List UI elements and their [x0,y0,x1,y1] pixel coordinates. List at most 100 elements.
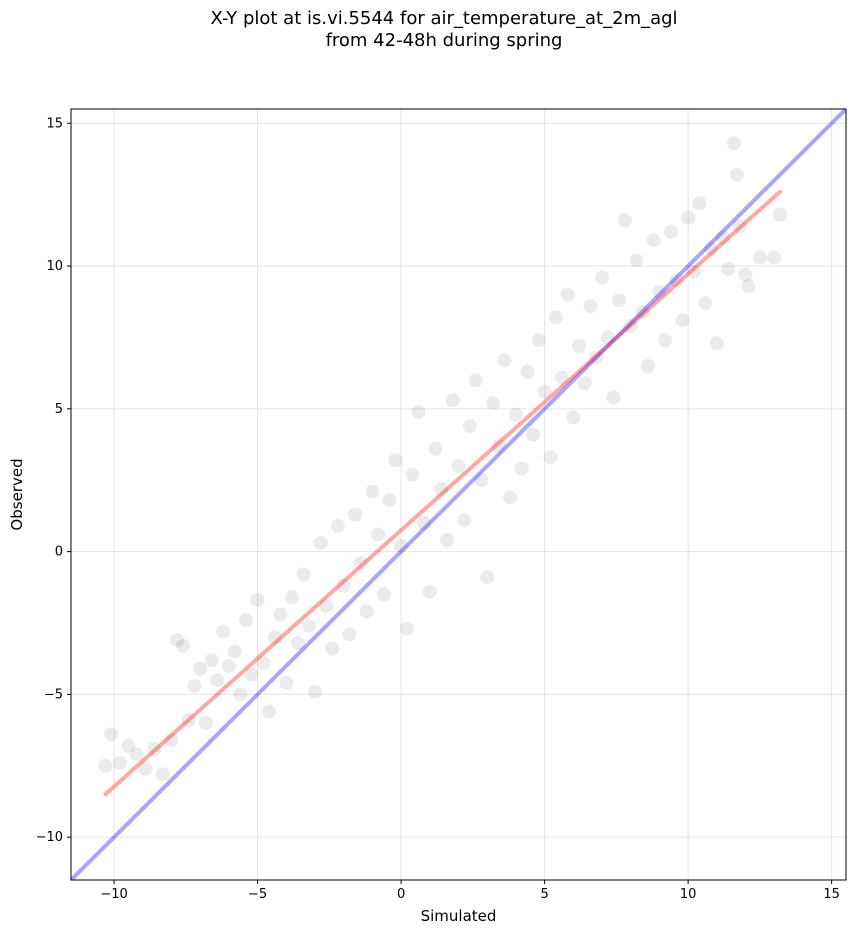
data-point [658,333,673,348]
data-point [589,350,604,365]
data-point [138,761,153,776]
data-point [440,533,455,548]
data-point [729,167,744,182]
data-point [342,627,357,642]
data-point [508,407,523,422]
data-point [572,339,587,354]
x-tick-label: 15 [823,887,840,902]
data-point [233,687,248,702]
data-point [752,250,767,265]
y-tick-label: 0 [55,545,63,560]
data-point [474,473,489,488]
data-point [623,319,638,334]
y-tick-label: 5 [55,402,63,417]
data-point [175,638,190,653]
data-point [104,727,119,742]
data-point [480,570,495,585]
chart-title: X-Y plot at is.vi.5544 for air_temperatu… [0,8,854,52]
data-point [560,287,575,302]
data-point [216,624,231,639]
data-point [330,518,345,533]
data-point [738,267,753,282]
data-point [302,618,317,633]
data-point [365,484,380,499]
data-point [273,607,288,622]
data-point [451,458,466,473]
data-point [767,250,782,265]
data-point [543,450,558,465]
data-point [514,461,529,476]
plot-frame [70,108,847,881]
data-point [121,738,136,753]
data-point [267,630,282,645]
data-point [336,578,351,593]
data-point [526,427,541,442]
data-point [485,396,500,411]
data-point [629,253,644,268]
data-point [181,713,196,728]
data-point [445,393,460,408]
x-tick-label: −10 [100,887,127,902]
x-tick-label: 0 [397,887,405,902]
data-point [417,516,432,531]
data-point [721,261,736,276]
data-point [250,593,265,608]
data-point [595,270,610,285]
data-point [669,273,684,288]
y-axis-label: Observed [8,458,26,530]
axis-ticks: −10 −5 0 5 10 15 −10 −5 0 5 10 15 [36,116,840,902]
data-point [353,556,368,571]
data-point [319,598,334,613]
data-point [130,747,145,762]
data-point [405,467,420,482]
x-tick-label: −5 [248,887,267,902]
data-point [692,196,707,211]
x-axis-label: Simulated [421,907,497,925]
data-point [457,513,472,528]
data-point [256,655,271,670]
x-tick-label: 5 [540,887,548,902]
grid [71,109,846,880]
data-point [652,284,667,299]
data-point [583,299,598,314]
data-point [531,333,546,348]
data-point [279,675,294,690]
data-point [147,741,162,756]
identity-line [71,109,846,880]
x-tick-label: 10 [680,887,697,902]
data-point [244,667,259,682]
data-point [732,219,747,234]
reference-lines [71,109,846,880]
data-point [462,418,477,433]
data-point [399,621,414,636]
y-tick-label: 10 [46,259,63,274]
data-point [359,604,374,619]
data-point [606,390,621,405]
data-point [187,678,202,693]
data-point [566,410,581,425]
data-point [221,658,236,673]
data-point [727,136,742,151]
data-point [285,590,300,605]
data-point [313,536,328,551]
data-point [468,373,483,388]
data-point [600,330,615,345]
data-point [198,715,213,730]
data-point [537,384,552,399]
data-point [112,755,127,770]
data-point [210,673,225,688]
data-point [388,453,403,468]
chart-title-line2: from 42-48h during spring [325,30,563,51]
data-point [663,224,678,239]
y-tick-label: 15 [46,116,63,131]
data-point [348,507,363,522]
data-point [554,370,569,385]
data-point [612,293,627,308]
data-point [686,264,701,279]
data-point [434,481,449,496]
data-point [675,313,690,328]
scatter-points [98,136,787,782]
data-point [155,767,170,782]
data-point [640,359,655,373]
